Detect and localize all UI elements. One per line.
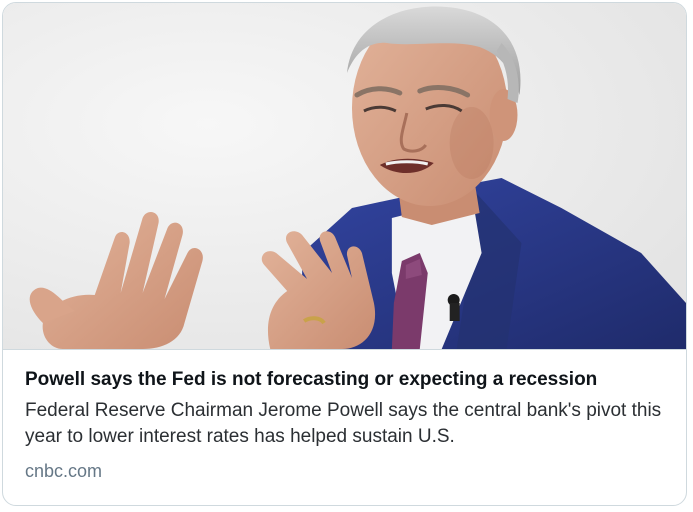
- card-divider: [3, 349, 686, 350]
- card-domain: cnbc.com: [25, 461, 103, 481]
- card-summary: Federal Reserve Chairman Jerome Powell s…: [25, 400, 662, 447]
- link-preview-card[interactable]: Powell says the Fed is not forecasting o…: [2, 2, 687, 506]
- card-text[interactable]: Powell says the Fed is not forecasting o…: [3, 350, 686, 483]
- preview-image[interactable]: [3, 3, 686, 349]
- portrait-illustration: [3, 3, 686, 349]
- card-headline[interactable]: Powell says the Fed is not forecasting o…: [25, 369, 598, 390]
